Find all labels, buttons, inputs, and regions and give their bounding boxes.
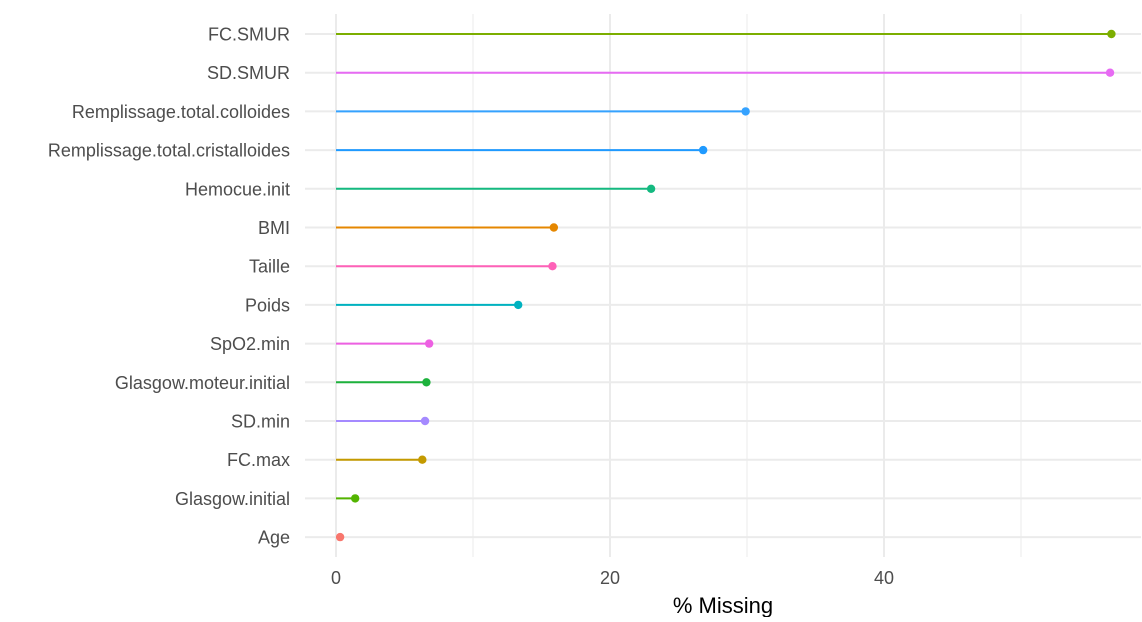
- lollipop-point: [335, 532, 345, 542]
- y-tick-label: Remplissage.total.cristalloides: [48, 141, 290, 161]
- y-tick-label: Remplissage.total.colloides: [72, 102, 290, 122]
- y-tick-label: Hemocue.init: [185, 179, 290, 199]
- x-tick-label: 0: [331, 568, 341, 588]
- y-tick-label: Glasgow.moteur.initial: [115, 373, 290, 393]
- lollipop-point: [418, 455, 427, 464]
- y-tick-label: SpO2.min: [210, 334, 290, 354]
- y-tick-label: BMI: [258, 218, 290, 238]
- y-tick-label: SD.min: [231, 412, 290, 432]
- lollipop-point: [1107, 29, 1116, 39]
- lollipop-point: [549, 223, 559, 232]
- y-tick-label: FC.max: [227, 450, 290, 470]
- lollipop-point: [350, 494, 360, 503]
- lollipop-point: [422, 378, 431, 387]
- lollipop-point: [424, 339, 434, 348]
- y-tick-label: Poids: [245, 295, 290, 315]
- grid-layer: [305, 14, 1141, 557]
- y-tick-label: Age: [258, 528, 290, 548]
- marks-layer: [335, 29, 1116, 542]
- lollipop-point: [741, 107, 750, 116]
- x-tick-label: 40: [874, 568, 894, 588]
- lollipop-point: [548, 262, 557, 271]
- labels-layer: FC.SMUR SD.SMUR Remplissage.total.colloide…: [48, 25, 894, 589]
- lollipop-point: [514, 300, 523, 310]
- lollipop-point: [646, 184, 656, 193]
- y-tick-label: FC.SMUR: [208, 25, 290, 45]
- x-tick-label: 20: [600, 568, 620, 588]
- y-tick-label: Glasgow.initial: [175, 489, 290, 509]
- x-axis-title: % Missing: [673, 593, 773, 617]
- y-tick-label: Taille: [249, 257, 290, 277]
- lollipop-point: [698, 145, 708, 155]
- lollipop-point: [420, 416, 430, 426]
- lollipop-point: [1105, 68, 1115, 77]
- y-tick-label: SD.SMUR: [207, 63, 290, 83]
